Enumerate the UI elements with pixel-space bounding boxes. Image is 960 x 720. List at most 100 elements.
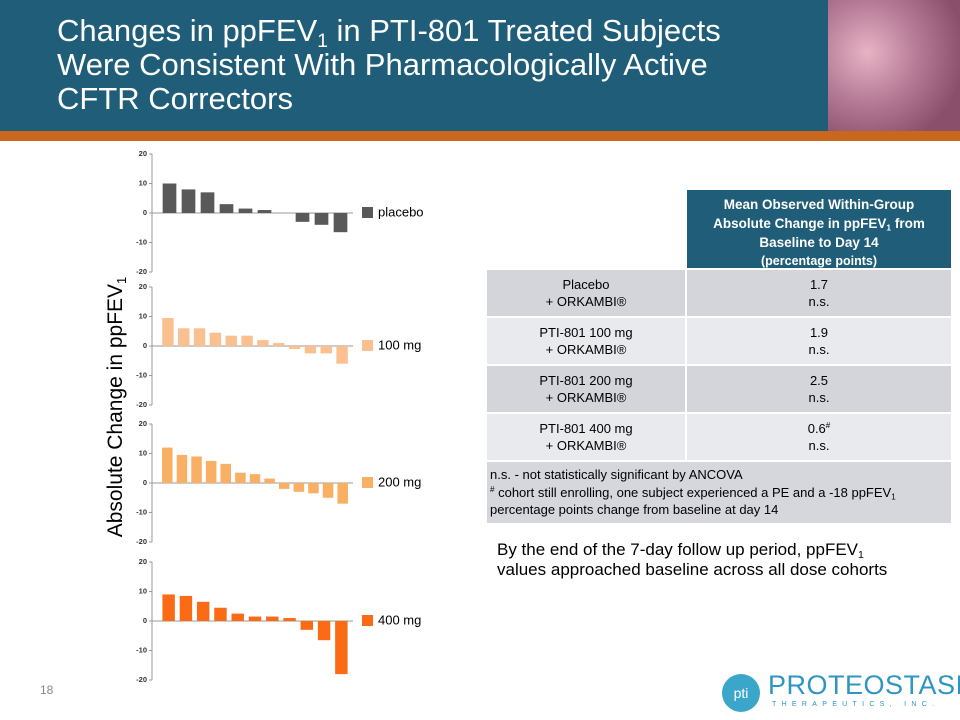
y-tick-label: 20 (139, 419, 147, 428)
row-label: PTI-801 400 mg + ORKAMBI® (487, 414, 685, 460)
y-tick-label: 20 (139, 282, 147, 291)
logo-mark: pti (722, 674, 760, 712)
text-part: values approached baseline across all do… (497, 560, 888, 579)
bar (238, 208, 253, 213)
y-tick-label: 10 (139, 311, 147, 320)
table-row: PTI-801 200 mg + ORKAMBI® 2.5 n.s. (487, 364, 951, 412)
y-tick-label: -10 (136, 237, 147, 246)
header-line: Mean Observed Within-Group (687, 195, 951, 214)
bar (205, 460, 217, 483)
charts: 20 10 0 -10 -20 placebo 20 10 0 -10 -20 100 mg 20 10 0… (136, 149, 423, 684)
label-line: + ORKAMBI® (545, 390, 627, 405)
title-line: Changes in ppFEV1 in PTI-801 Treated Sub… (57, 13, 721, 51)
text-part: Were Consistent With Pharmacologically A… (57, 47, 708, 82)
y-tick-label: 20 (139, 149, 147, 158)
bar (278, 483, 290, 489)
label-line: Placebo (562, 277, 610, 292)
y-tick-label: -10 (136, 370, 147, 379)
table-row: Placebo + ORKAMBI® 1.7 n.s. (487, 268, 951, 316)
y-tick-label: 20 (139, 557, 147, 566)
bar (293, 483, 305, 492)
bar (308, 483, 319, 494)
bar (337, 483, 348, 504)
header-stripe (0, 131, 960, 141)
text-part: # (490, 484, 495, 494)
text-part: Mean Observed Within-Group (723, 197, 915, 212)
y-tick-label: -20 (136, 537, 147, 546)
legend-label: 100 mg (378, 337, 421, 352)
value-line: 0.6# (687, 420, 951, 437)
text-part: 1 (317, 30, 328, 52)
bar (219, 204, 234, 213)
y-tick-label: -20 (136, 267, 147, 276)
table-row: PTI-801 400 mg + ORKAMBI® 0.6# n.s. (487, 412, 951, 460)
legend-swatch (362, 207, 373, 218)
label-line: PTI-801 400 mg (539, 421, 633, 436)
value-line: 2.5 (687, 372, 951, 389)
footnote-line: n.s. - not statistically significant by … (490, 466, 948, 484)
row-value: 1.9 n.s. (685, 318, 951, 364)
text-part: Absolute Change in ppFEV (713, 216, 887, 231)
bar (320, 346, 332, 354)
value-line: 1.7 (687, 276, 951, 293)
header-note: (percentage points) (761, 254, 877, 268)
y-tick-label: -20 (136, 675, 147, 684)
bar (181, 189, 196, 213)
bar (225, 335, 237, 346)
results-table: Mean Observed Within-Group Absolute Chang… (487, 190, 951, 523)
text-part: from (891, 216, 925, 231)
table-row: PTI-801 100 mg + ORKAMBI® 1.9 n.s. (487, 316, 951, 364)
bar (209, 332, 222, 346)
bar (304, 346, 317, 354)
legend-swatch (362, 340, 373, 351)
header-band (0, 0, 960, 131)
text-part: percentage points change from baseline a… (490, 502, 779, 517)
significance: n.s. (808, 438, 830, 453)
title-line: Were Consistent With Pharmacologically A… (57, 48, 721, 82)
bar (266, 616, 279, 621)
logo: pti PROTEOSTASIS THERAPEUTICS, INC. (722, 670, 960, 714)
bar (178, 328, 190, 346)
y-tick-label: 0 (143, 478, 147, 487)
bar (249, 474, 261, 483)
y-tick-label: 0 (143, 341, 147, 350)
value: 1.9 (809, 325, 829, 340)
label-line: + ORKAMBI® (545, 294, 627, 309)
text-part: Changes in ppFEV (57, 13, 318, 48)
legend-label: 200 mg (378, 474, 421, 489)
bar (322, 483, 334, 498)
bar (179, 595, 193, 621)
bar (264, 478, 275, 483)
bar (295, 213, 310, 222)
bar (248, 616, 262, 621)
bar (162, 594, 175, 621)
text-part: 1 (886, 222, 892, 233)
bar (273, 343, 285, 346)
bar (191, 456, 202, 483)
significance: n.s. (808, 294, 830, 309)
bar (300, 621, 314, 630)
label-line: PTI-801 200 mg (539, 373, 633, 388)
table-header: Mean Observed Within-Group Absolute Chang… (687, 190, 951, 268)
title-line: CFTR Correctors (57, 82, 721, 116)
logo-name: PROTEOSTASIS (768, 670, 960, 700)
logo-tagline: THERAPEUTICS, INC. (772, 701, 940, 708)
bar (176, 454, 188, 483)
legend-swatch (362, 615, 373, 626)
bar (336, 346, 348, 364)
y-tick-label: 0 (143, 208, 147, 217)
row-value: 2.5 n.s. (685, 366, 951, 412)
bar (335, 621, 348, 675)
row-label: PTI-801 200 mg + ORKAMBI® (487, 366, 685, 412)
label-line: + ORKAMBI® (545, 342, 627, 357)
legend-swatch (362, 477, 373, 488)
bar (314, 213, 329, 225)
row-label: PTI-801 100 mg + ORKAMBI® (487, 318, 685, 364)
header-image (828, 0, 960, 131)
text-part: Baseline to Day 14 (759, 235, 879, 250)
label-line: PTI-801 100 mg (539, 325, 633, 340)
text-part: By the end of the 7-day follow up period… (497, 540, 859, 559)
value-line: 1.9 (687, 324, 951, 341)
legend-label: 400 mg (378, 612, 421, 627)
